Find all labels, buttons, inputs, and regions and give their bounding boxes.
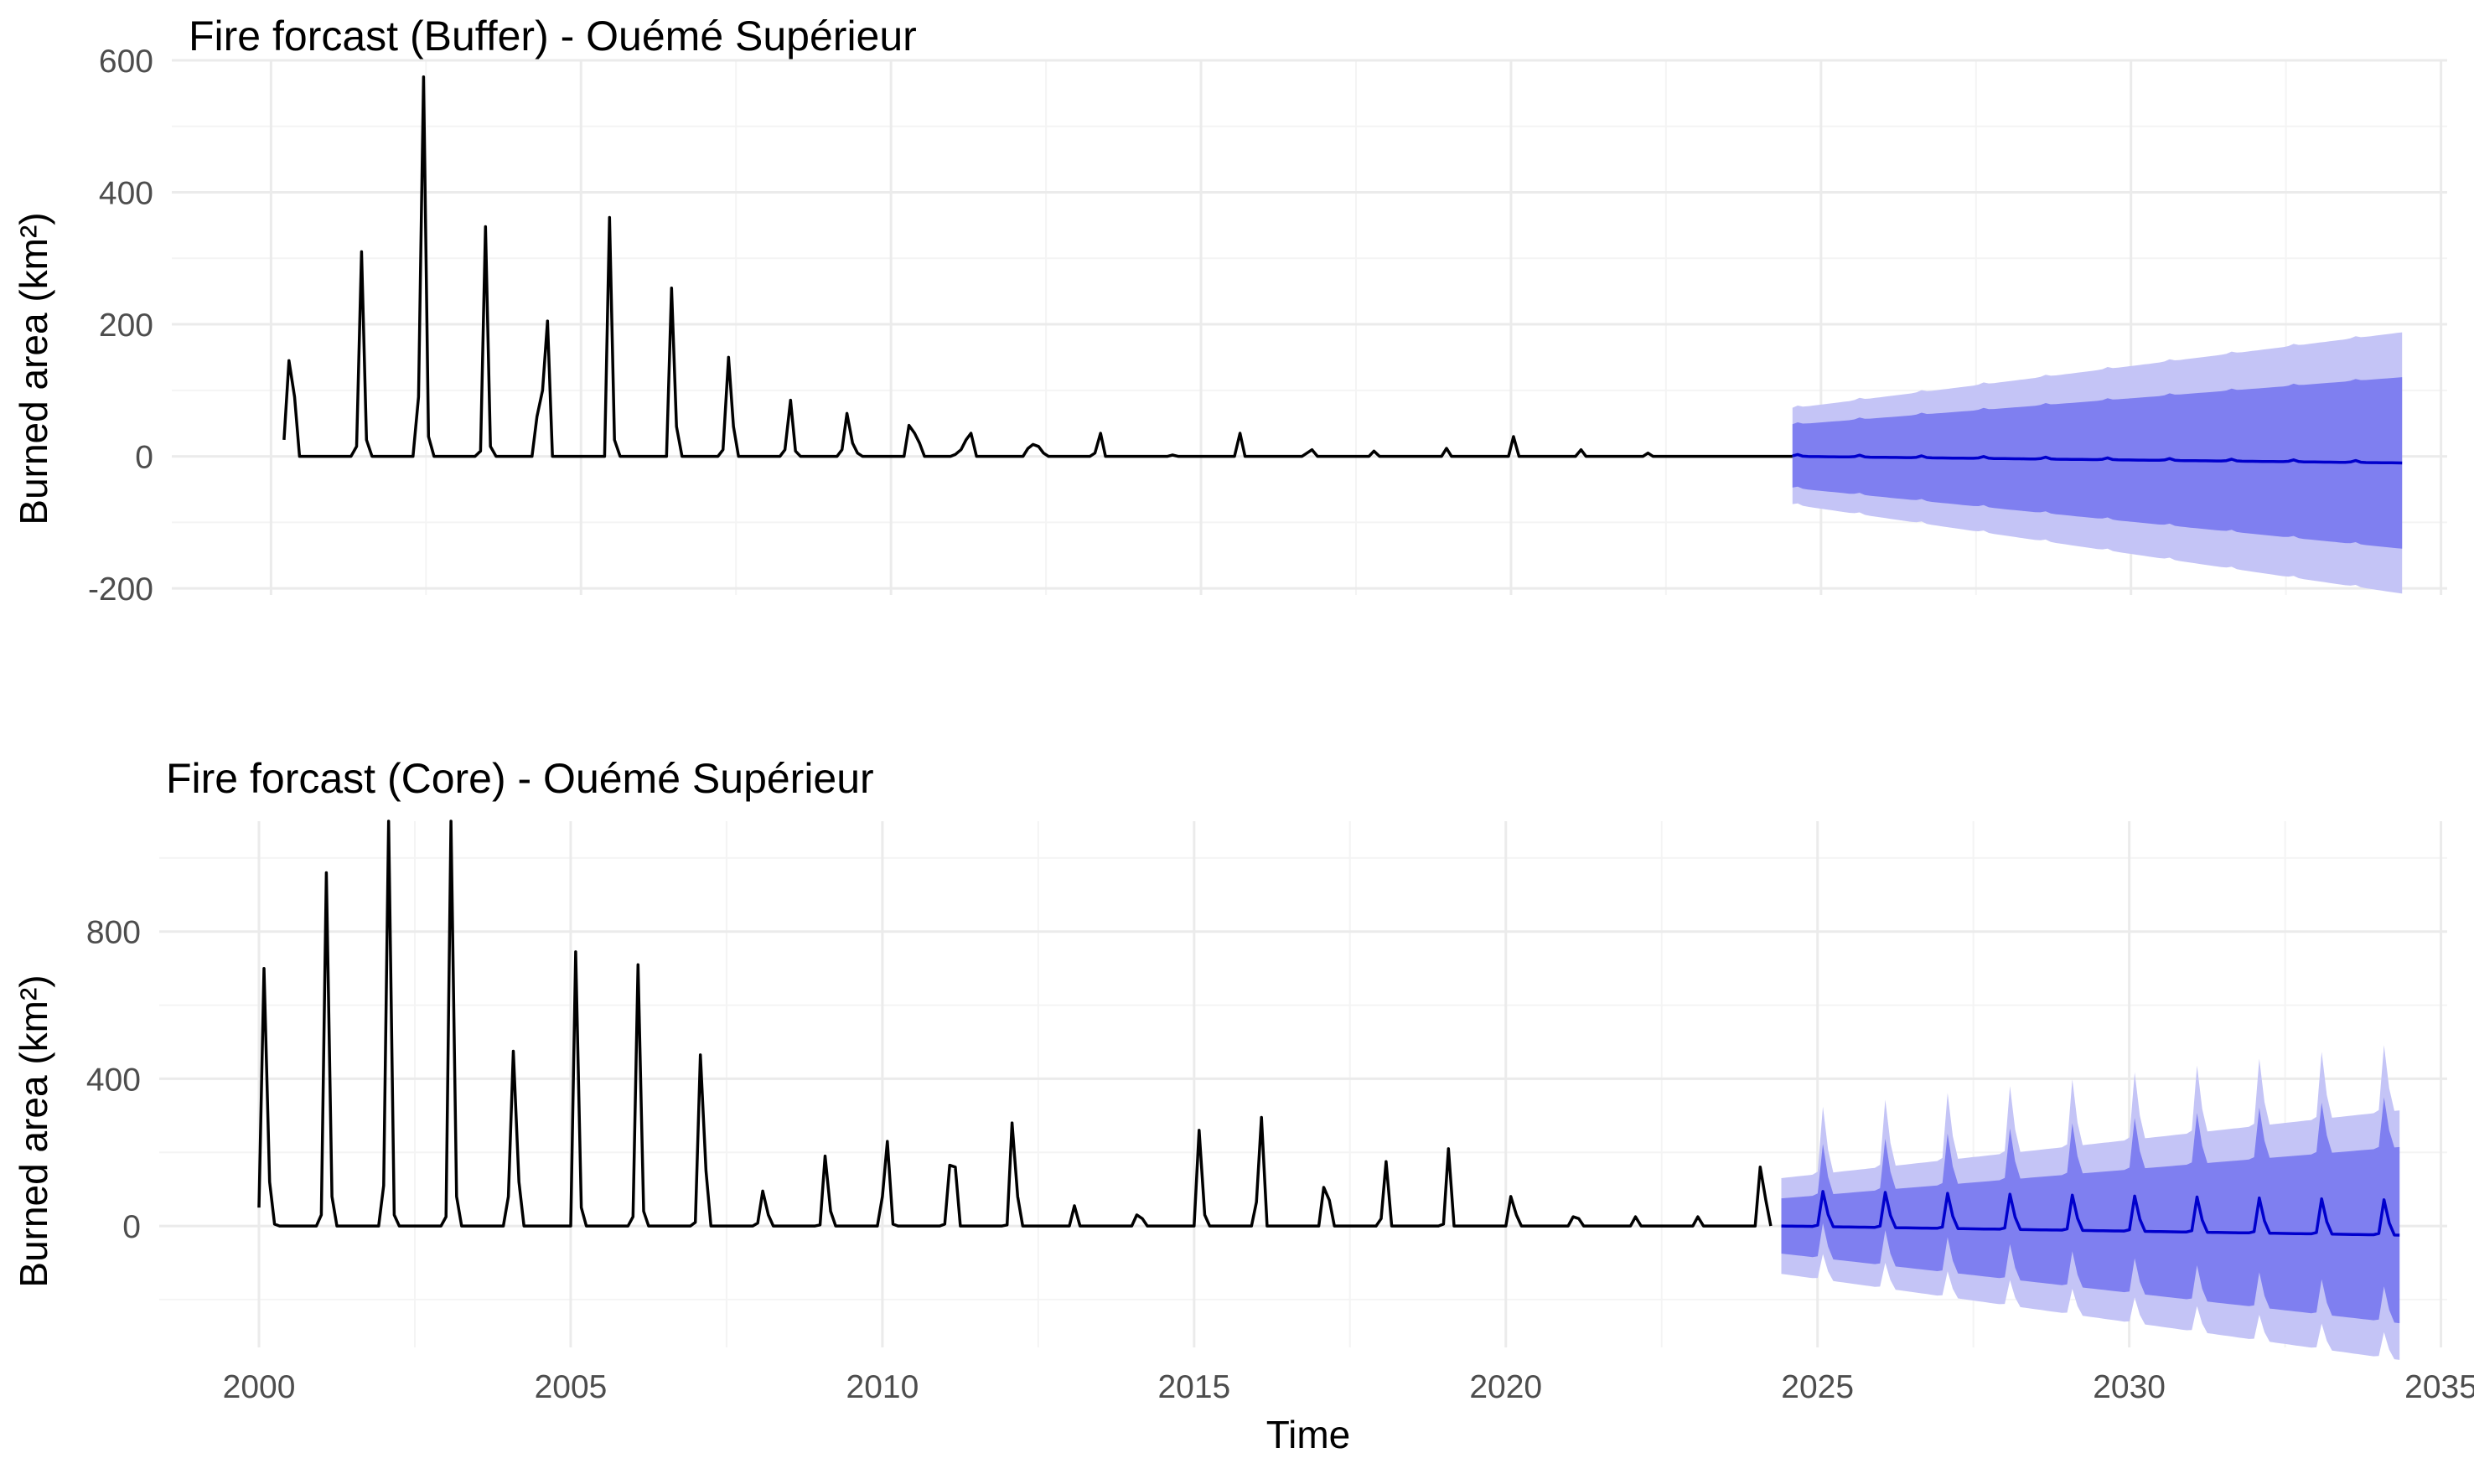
buffer-y-tick-label: 200	[99, 308, 153, 344]
x-axis-label: Time	[1266, 1413, 1351, 1456]
buffer-y-tick-label: 600	[99, 44, 153, 80]
buffer-chart-title: Fire forcast (Buffer) - Ouémé Supérieur	[189, 13, 917, 59]
buffer-y-axis-label: Burned area (km²)	[12, 212, 55, 525]
buffer-y-ticks: -200 0 200 400 600	[88, 44, 153, 608]
core-y-ticks: 0 400 800	[86, 915, 141, 1245]
x-tick-label: 2020	[1469, 1369, 1542, 1405]
x-tick-label: 2010	[846, 1369, 919, 1405]
forecast-mean-line	[1792, 452, 2403, 465]
core-chart-title: Fire forcast (Core) - Ouémé Supérieur	[166, 755, 874, 802]
observed-series-line	[282, 75, 1793, 458]
core-x-ticks: 2000 2005 2010 2015 2020 2025 2030 2035	[223, 1369, 2474, 1405]
core-y-tick-label: 0	[122, 1209, 141, 1245]
forecast-80-interval	[1781, 1097, 2400, 1324]
observed-series-line	[257, 820, 1773, 1228]
x-tick-label: 2030	[2093, 1369, 2166, 1405]
x-tick-label: 2000	[223, 1369, 296, 1405]
buffer-chart-panel: Fire forcast (Buffer) - Ouémé Supérieur …	[12, 13, 2447, 608]
core-forecast-80-band	[1781, 1097, 2400, 1324]
buffer-y-tick-label: -200	[88, 571, 153, 608]
core-y-tick-label: 400	[86, 1062, 141, 1098]
core-lines	[257, 820, 2400, 1237]
core-chart-panel: Fire forcast (Core) - Ouémé Supérieur 0 …	[12, 755, 2474, 1456]
x-tick-label: 2035	[2404, 1369, 2474, 1405]
forecast-mean-line	[1781, 1190, 2400, 1237]
forecast-80-interval	[1792, 377, 2403, 549]
buffer-forecast-80-band	[1792, 377, 2403, 549]
buffer-lines	[282, 75, 2403, 465]
core-y-axis-label: Burned area (km²)	[12, 975, 55, 1287]
x-tick-label: 2015	[1157, 1369, 1230, 1405]
core-y-tick-label: 800	[86, 915, 141, 951]
buffer-y-tick-label: 400	[99, 176, 153, 212]
buffer-y-tick-label: 0	[135, 440, 153, 476]
x-tick-label: 2025	[1781, 1369, 1854, 1405]
x-tick-label: 2005	[535, 1369, 608, 1405]
